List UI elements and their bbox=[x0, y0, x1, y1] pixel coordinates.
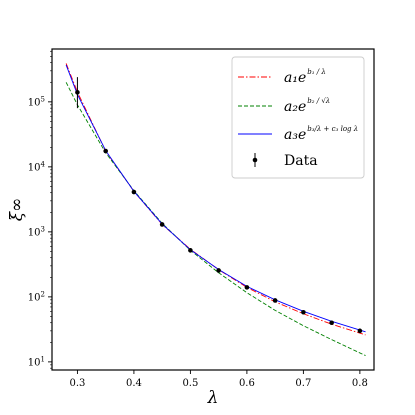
y-tick-label: 102 bbox=[28, 290, 45, 303]
data-point bbox=[75, 90, 80, 95]
curves bbox=[65, 63, 366, 356]
data-point bbox=[131, 189, 137, 195]
y-axis-ticks: 101 102 103 104 105 bbox=[28, 95, 52, 368]
x-tick-label: 0.4 bbox=[126, 378, 142, 389]
legend-label-2: a₂eb₂ / √λ bbox=[284, 97, 330, 115]
legend-label-1: a₁eb₁ / λ bbox=[284, 68, 326, 86]
data-points bbox=[75, 77, 363, 334]
x-tick-label: 0.7 bbox=[295, 378, 311, 389]
data-point bbox=[103, 148, 108, 154]
data-point bbox=[357, 328, 363, 334]
y-tick-label: 105 bbox=[28, 95, 45, 108]
data-point bbox=[159, 222, 165, 227]
data-point bbox=[329, 320, 334, 326]
data-point bbox=[272, 298, 278, 303]
x-tick-label: 0.5 bbox=[182, 378, 198, 389]
data-point bbox=[188, 248, 193, 253]
y-axis-label: ξ∞ bbox=[7, 198, 27, 222]
fit-curve-2 bbox=[65, 82, 366, 356]
legend-box bbox=[231, 56, 365, 179]
plot-frame bbox=[51, 48, 375, 371]
x-axis-label: λ bbox=[207, 388, 219, 408]
x-axis-ticks: 0.3 0.4 0.5 0.6 0.7 0.8 bbox=[69, 370, 368, 389]
fit-curve-3 bbox=[65, 64, 366, 333]
x-tick-label: 0.3 bbox=[69, 378, 85, 389]
data-point bbox=[301, 309, 306, 315]
x-tick-label: 0.8 bbox=[352, 378, 368, 389]
data-point bbox=[216, 268, 221, 273]
legend-swatch-point bbox=[252, 157, 258, 163]
legend-label-4: Data bbox=[284, 153, 318, 169]
y-tick-label: 103 bbox=[28, 225, 45, 238]
legend-label-3: a₃eb₃/λ + c₃ log λ bbox=[284, 125, 358, 143]
x-tick-label: 0.6 bbox=[239, 378, 255, 389]
data-point bbox=[244, 285, 250, 290]
y-tick-label: 104 bbox=[28, 160, 46, 173]
legend: a₁eb₁ / λ a₂eb₂ / √λ a₃eb₃/λ + c₃ log λ Dat… bbox=[231, 56, 365, 179]
y-tick-label: 101 bbox=[28, 355, 45, 368]
